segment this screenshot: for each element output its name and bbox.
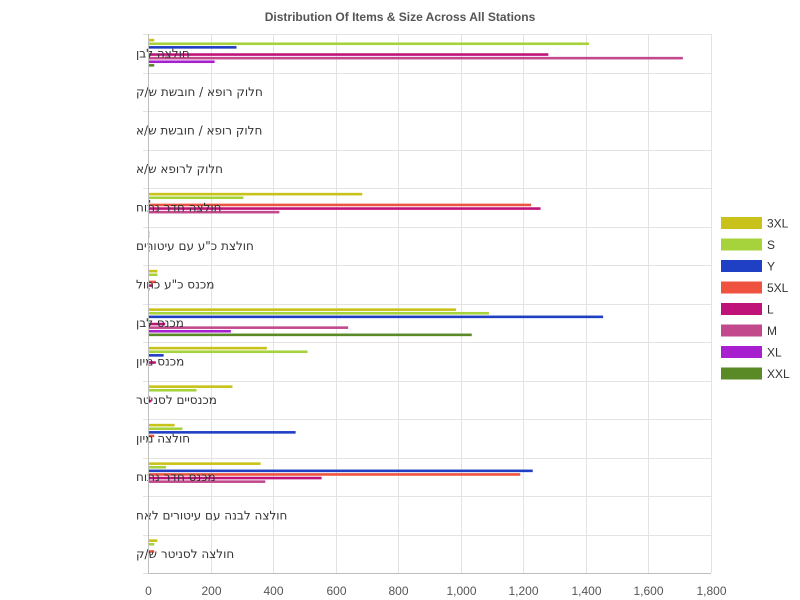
bar — [148, 311, 489, 315]
legend-swatch — [721, 260, 762, 272]
legend-label: M — [767, 324, 777, 338]
x-tick-label: 1,800 — [696, 584, 726, 598]
bar — [148, 315, 604, 319]
x-tick-label: 1,000 — [446, 584, 476, 598]
bar — [148, 326, 349, 329]
bar — [148, 388, 197, 392]
bar — [148, 469, 533, 473]
bar — [148, 273, 158, 277]
legend-swatch — [721, 324, 762, 337]
legend-swatch — [721, 217, 762, 229]
legend-swatch — [721, 367, 762, 380]
bar — [148, 462, 261, 465]
bar — [148, 423, 175, 427]
category-label: חולצה לבנה עם עיטורים לאח — [136, 508, 287, 522]
legend-label: 5XL — [767, 281, 789, 295]
category-label: חלוק רופא / חובשת ש/א — [136, 123, 262, 137]
bar — [148, 60, 215, 64]
category-label: חולצה לסניטר ש/ק — [136, 547, 234, 561]
bar — [148, 210, 280, 214]
bar — [148, 269, 158, 273]
bar — [148, 203, 532, 207]
bar — [148, 434, 155, 438]
bar — [148, 350, 308, 354]
bar — [148, 53, 549, 56]
chart-title: Distribution Of Items & Size Across All … — [265, 10, 536, 24]
bar — [148, 200, 151, 203]
category-label: חולצה לבן — [136, 46, 190, 60]
grid — [143, 34, 712, 574]
category-label: חולצה מיון — [136, 431, 190, 445]
bar — [148, 465, 167, 469]
bar — [148, 427, 183, 431]
bar — [148, 329, 231, 333]
category-label: מכנסיים לסניטר — [136, 393, 217, 407]
bar — [148, 322, 166, 326]
bar — [148, 196, 244, 200]
legend-label: 3XL — [767, 217, 789, 231]
legend-swatch — [721, 303, 762, 315]
bars — [148, 38, 683, 553]
bar — [148, 308, 457, 311]
bar — [148, 354, 164, 357]
category-label: מכנס לבן — [136, 316, 184, 330]
category-label: חלוק רופא / חובשת ש/ק — [136, 85, 263, 99]
bar — [148, 38, 155, 42]
x-tick-label: 800 — [388, 584, 408, 598]
bar — [148, 399, 152, 403]
legend-swatch — [721, 346, 762, 358]
bar — [148, 346, 267, 350]
x-tick-label: 1,200 — [508, 584, 538, 598]
legend-label: L — [767, 303, 774, 317]
x-tick-label: 0 — [145, 584, 152, 598]
category-label: חולצת כ"ע עם עיטורים — [136, 239, 254, 253]
bar — [148, 42, 590, 46]
category-label: חולצה חדר נתוח — [136, 200, 221, 214]
legend-label: XXL — [767, 367, 790, 381]
bar — [148, 396, 151, 399]
bar — [148, 46, 237, 49]
bar — [148, 284, 153, 287]
bar — [148, 480, 266, 483]
legend-label: Y — [767, 260, 775, 274]
bar — [148, 361, 156, 364]
bar — [148, 280, 156, 284]
legend-label: XL — [767, 346, 782, 360]
bar — [148, 473, 521, 476]
bar — [148, 550, 155, 553]
axes: 0 200 400 600 800 1,000 1,200 1,400 1,600 1,800 חו… — [136, 34, 727, 598]
category-label: חלוק לרופא ש/א — [136, 162, 223, 176]
legend-swatch — [721, 238, 762, 251]
x-tick-label: 600 — [326, 584, 346, 598]
x-tick-label: 400 — [263, 584, 283, 598]
legend: 3XL SY 5XL LM XL XXL — [721, 217, 790, 381]
legend-swatch — [721, 281, 762, 294]
x-tick-label: 1,400 — [571, 584, 601, 598]
bar — [148, 542, 155, 546]
bar — [148, 333, 472, 337]
bar — [148, 192, 363, 196]
category-label: מכנס מיון — [136, 354, 184, 368]
x-tick-label: 1,600 — [633, 584, 663, 598]
legend-label: S — [767, 238, 775, 252]
x-tick-label: 200 — [201, 584, 221, 598]
bar — [148, 207, 541, 210]
bar — [148, 539, 158, 542]
bar — [148, 476, 322, 480]
bar — [148, 431, 296, 434]
category-label: מכנס כ"ע כחול — [136, 277, 214, 291]
bar — [148, 56, 683, 60]
bar — [148, 385, 233, 388]
category-label: מכנס חדר נתוח — [136, 470, 216, 484]
bar — [148, 64, 155, 67]
